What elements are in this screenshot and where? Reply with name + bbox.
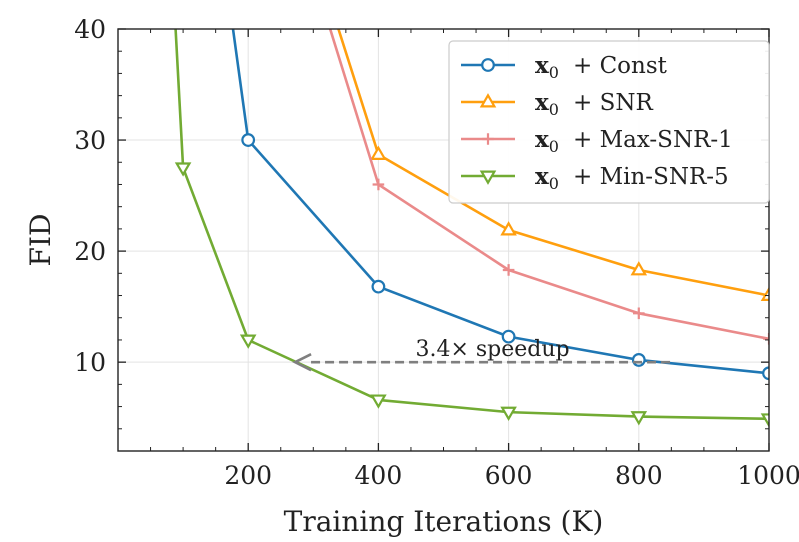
series-x0-snr <box>337 29 769 301</box>
data-point <box>502 264 515 276</box>
legend-label: + Min-SNR-5 <box>573 164 729 190</box>
legend-prefix: x0 <box>535 126 559 156</box>
y-tick-label: 40 <box>74 15 106 44</box>
data-point <box>763 333 769 345</box>
y-tick-label: 20 <box>74 237 106 266</box>
x-tick-label: 400 <box>355 461 403 490</box>
data-point <box>372 178 385 191</box>
data-point <box>481 58 495 72</box>
legend-entry: x0 + Const <box>461 52 668 82</box>
legend-entry: x0 + Min-SNR-5 <box>461 163 729 193</box>
x-tick-label: 200 <box>224 461 272 490</box>
data-point <box>479 170 497 185</box>
x-axis-title: Training Iterations (K) <box>284 505 604 538</box>
data-point <box>239 334 257 349</box>
data-point <box>174 162 192 177</box>
data-point <box>482 133 494 145</box>
data-point <box>370 394 387 409</box>
data-point <box>500 406 517 421</box>
data-point <box>760 413 769 428</box>
y-tick-label: 10 <box>74 348 106 377</box>
series-layer <box>174 29 769 428</box>
series-x0-min-snr-5 <box>174 29 769 428</box>
y-tick-label: 30 <box>74 126 106 155</box>
data-point <box>630 411 648 426</box>
data-point <box>479 93 497 108</box>
x-tick-label: 600 <box>485 461 533 490</box>
speedup-arrow-head <box>292 352 312 372</box>
legend-label: + Max-SNR-1 <box>573 127 733 153</box>
axes: 200 400 600 800 1000 10 20 30 40 Training Iterati… <box>24 15 799 538</box>
x-tick-label: 800 <box>615 461 663 490</box>
legend-label: + SNR <box>573 90 653 116</box>
data-point <box>760 286 769 301</box>
series-x0-max-snr-1 <box>328 29 769 345</box>
legend-prefix: x0 <box>535 89 559 119</box>
series-x0-const <box>231 29 769 381</box>
legend-label: + Const <box>573 53 668 79</box>
data-point <box>371 279 386 294</box>
data-point <box>633 307 645 320</box>
series-line <box>231 29 769 375</box>
data-point <box>631 353 646 367</box>
data-point <box>501 329 516 344</box>
speedup-annotation: 3.4× speedup <box>415 337 569 362</box>
y-axis-title: FID <box>24 214 57 267</box>
legend-entry: x0 + SNR <box>461 89 653 119</box>
data-point <box>500 221 517 236</box>
x-tick-label: 1000 <box>737 461 799 490</box>
annotation-layer: 3.4× speedup <box>292 337 671 372</box>
legend-prefix: x0 <box>535 52 559 82</box>
data-point <box>762 366 769 381</box>
data-point <box>241 133 256 147</box>
legend-box <box>448 40 770 204</box>
legend-entry: x0 + Max-SNR-1 <box>461 126 733 156</box>
data-point <box>370 145 387 160</box>
data-point <box>630 261 648 276</box>
legend: x0 + Const x0 + SNR x0 + Max-SNR-1 x0 + Min-SNR… <box>448 40 770 204</box>
legend-prefix: x0 <box>535 163 559 193</box>
